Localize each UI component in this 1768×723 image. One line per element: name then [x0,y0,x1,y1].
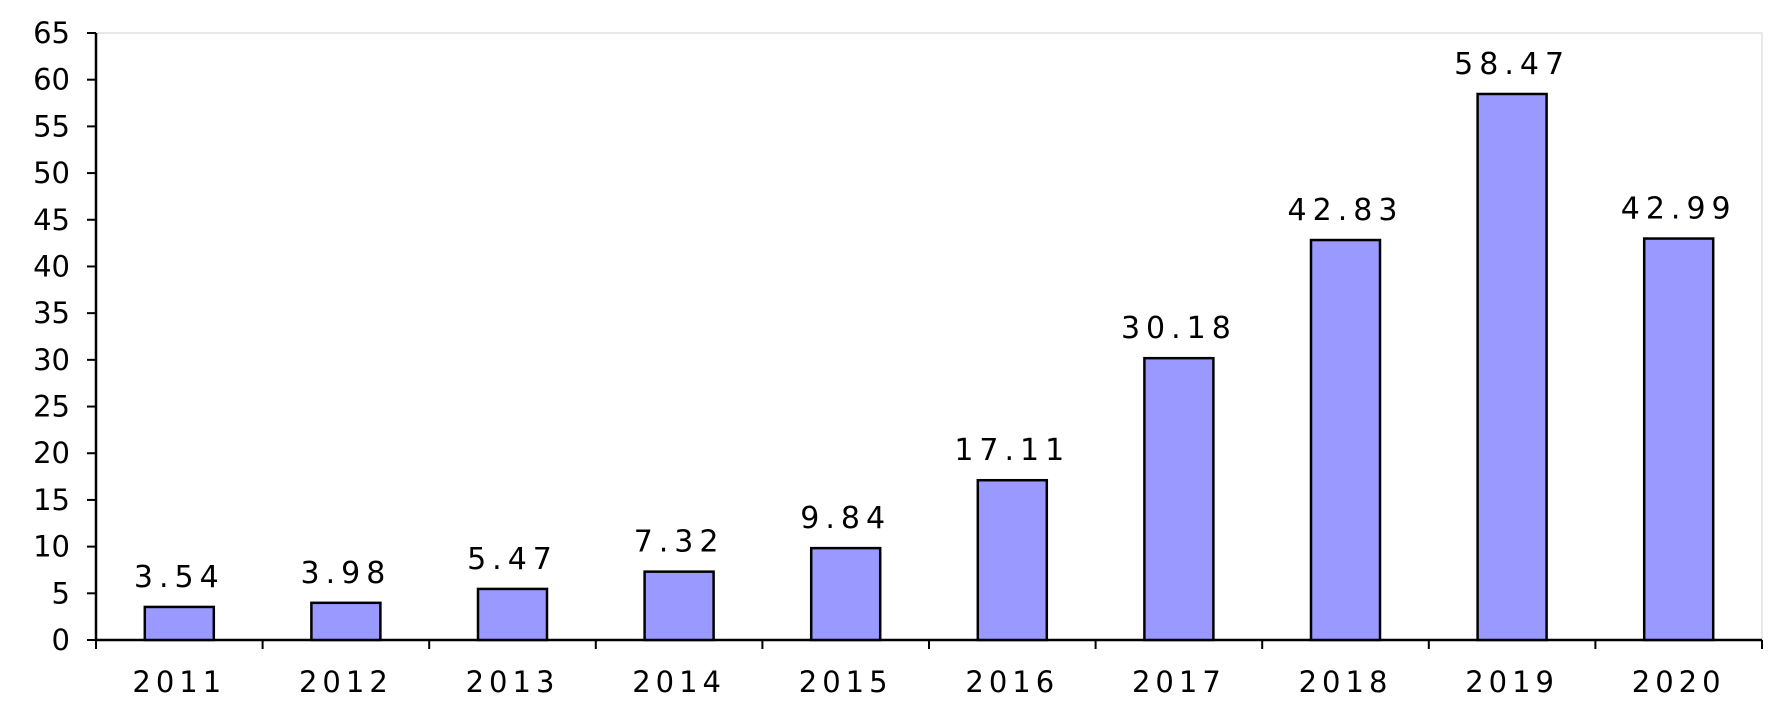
bar-2011 [143,605,216,642]
data-label-2018: 42.83 [1288,193,1404,228]
bar-2018 [1309,238,1382,642]
y-tick-label: 60 [33,63,70,97]
bar-2017 [1143,356,1215,642]
y-tick-label: 30 [33,343,70,377]
y-tick-label: 45 [33,203,70,237]
bar-series [143,92,1715,642]
y-tick-label: 55 [33,109,70,143]
x-tick-label-2019: 2019 [1465,665,1559,699]
y-tick-label: 65 [33,16,70,50]
y-tick-label: 25 [33,390,70,424]
data-label-2016: 17.11 [954,433,1070,468]
y-tick-label: 15 [33,483,70,517]
x-tick-label-2014: 2014 [632,665,726,699]
bar-2014 [643,570,715,642]
y-tick-label: 0 [52,623,70,657]
y-tick-label: 50 [33,156,70,190]
data-label-2013: 5.47 [467,542,558,577]
bar-2020 [1642,237,1715,642]
data-label-2014: 7.32 [634,525,725,560]
x-tick-label-2013: 2013 [466,665,560,699]
data-label-2012: 3.98 [301,556,392,591]
y-tick-label: 20 [33,436,70,470]
x-tick-label-2011: 2011 [132,665,226,699]
y-tick-label: 5 [52,576,70,610]
x-tick-label-2016: 2016 [965,665,1059,699]
data-label-2011: 3.54 [134,560,225,595]
data-label-2017: 30.18 [1121,311,1237,346]
data-labels: 3.54 3.98 5.47 7.32 9.84 17.11 30.18 42.83 58.47… [134,47,1737,595]
x-tick-label-2015: 2015 [799,665,893,699]
data-label-2019: 58.47 [1454,47,1570,82]
data-label-2015: 9.84 [800,501,891,536]
bar-2019 [1476,92,1548,642]
bar-2012 [310,601,382,642]
x-tick-label-2020: 2020 [1632,665,1726,699]
y-tick-label: 40 [33,249,70,283]
y-tick-label: 35 [33,296,70,330]
y-tick-label: 10 [33,530,70,564]
y-axis: 0 5 10 15 20 25 30 35 40 45 50 55 60 65 [33,16,98,657]
x-axis: 2011 2012 2013 2014 2015 2016 2017 2018 2019 2020 [95,638,1763,699]
bar-2015 [809,546,882,642]
x-tick-label-2018: 2018 [1299,665,1393,699]
x-tick-label-2012: 2012 [299,665,393,699]
x-tick-label-2017: 2017 [1132,665,1226,699]
data-label-2020: 42.99 [1621,192,1737,227]
bar-2016 [976,478,1049,642]
bar-2013 [476,587,549,642]
